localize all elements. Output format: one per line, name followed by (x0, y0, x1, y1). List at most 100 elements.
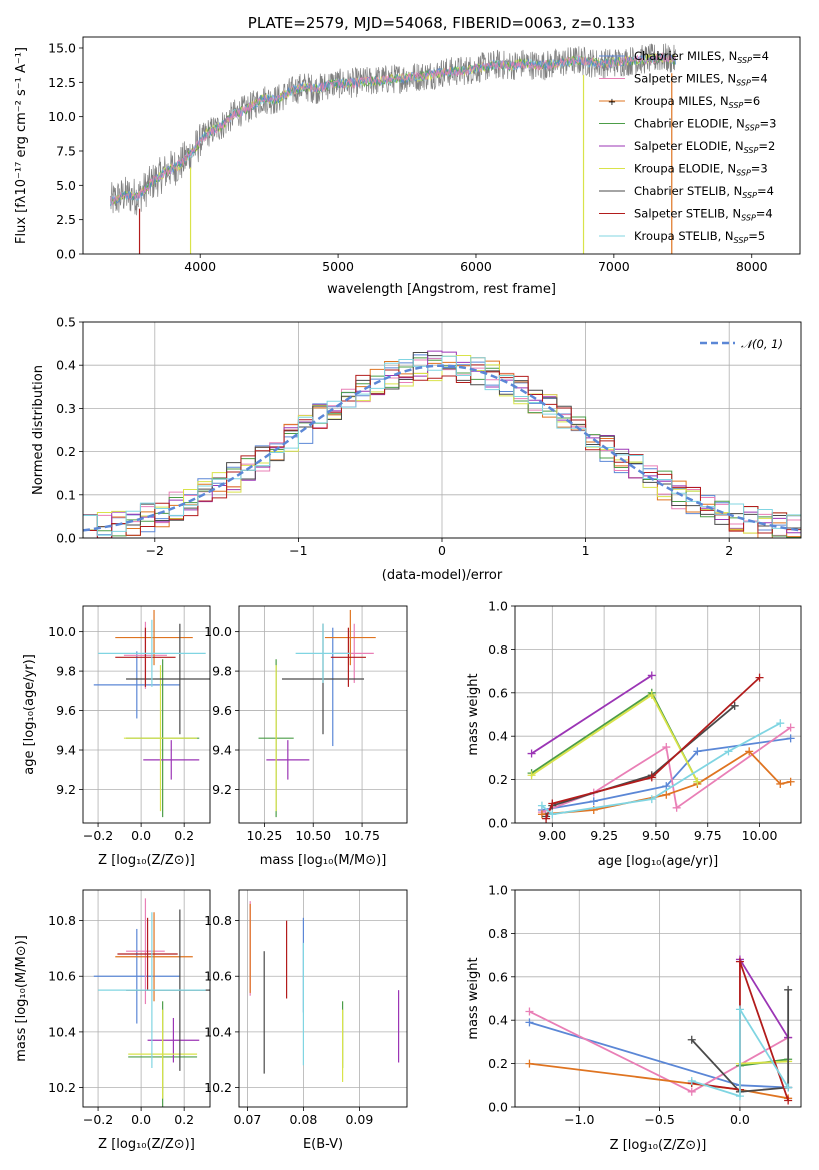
data-point (735, 1092, 744, 1101)
y-tick-label: 5.0 (56, 178, 76, 193)
data-point (687, 1076, 696, 1085)
errorbar-kroupa-elodie (128, 1009, 198, 1099)
data-point (662, 790, 671, 799)
mass-vs-ebv-panel: 0.07 0.08 0.09 10.2 10.4 10.6 10.8 E(B-V) (204, 889, 408, 1152)
y-tick-label: 9.8 (56, 664, 76, 679)
legend-label: Kroupa STELIB, NSSP=5 (634, 229, 765, 245)
series-line-kroupa-elodie (739, 1060, 789, 1065)
y-tick-label: 0.0 (488, 1100, 508, 1115)
y-tick-label: 0.8 (488, 926, 508, 941)
x-tick-label: 6000 (460, 259, 492, 274)
data-point (786, 777, 795, 786)
weight-vs-age-lines (527, 671, 795, 823)
x-axis-label: (data-model)/error (382, 568, 503, 583)
legend-label: Salpeter ELODIE, NSSP=2 (634, 139, 775, 155)
data-point (537, 810, 546, 819)
y-tick-label: 9.4 (212, 743, 232, 758)
x-tick-label: 0.2 (174, 828, 194, 843)
errorbar-kroupa-stelib (295, 623, 351, 683)
data-point (786, 734, 795, 743)
y-tick-label: 9.6 (56, 703, 76, 718)
x-axis-label: Z [log₁₀(Z/Z⊙)] (98, 853, 195, 868)
x-tick-label: −0.5 (644, 1112, 674, 1127)
y-tick-label: 10.8 (48, 913, 76, 928)
y-tick-label: 0.6 (488, 969, 508, 984)
errorbar-salpeter-elodie (266, 740, 310, 780)
y-tick-label: 10.0 (48, 109, 76, 124)
x-tick-label: −0.2 (83, 828, 113, 843)
data-point (662, 782, 671, 791)
y-tick-label: 1.0 (488, 599, 508, 614)
series-line-kroupa-stelib (691, 1006, 789, 1098)
y-tick-label: 0.0 (56, 531, 76, 546)
legend-label: Chabrier ELODIE, NSSP=3 (634, 117, 776, 133)
spectrum-legend: Chabrier MILES, NSSP=4 Salpeter MILES, NS… (599, 49, 776, 245)
x-axis-label: mass [log₁₀(M/M⊙)] (260, 853, 387, 868)
data-point (525, 1059, 534, 1068)
data-point (662, 743, 671, 752)
x-tick-label: −0.2 (83, 1112, 113, 1127)
x-tick-label: 10.25 (246, 828, 282, 843)
data-point (525, 1007, 534, 1016)
y-tick-label: 0.2 (56, 444, 76, 459)
x-axis-label: Z [log₁₀(Z/Z⊙)] (98, 1137, 195, 1152)
x-tick-label: 10.00 (742, 828, 778, 843)
legend-label: 𝒩(0, 1) (741, 337, 783, 351)
axes-frame (238, 605, 408, 824)
x-axis-label: wavelength [Angstrom, rest frame] (327, 282, 556, 297)
data-point (647, 773, 656, 782)
y-tick-label: 2.5 (56, 212, 76, 227)
data-point (693, 777, 702, 786)
x-tick-label: 0 (438, 543, 446, 558)
series-line-chabrier-miles (529, 1021, 789, 1089)
mass-vs-ebv-errorbars (249, 901, 400, 1082)
x-tick-label: 8000 (736, 259, 768, 274)
y-tick-label: 9.8 (212, 664, 232, 679)
data-point (784, 1083, 793, 1092)
y-tick-label: 0.2 (488, 1056, 508, 1071)
y-tick-label: 10.0 (48, 624, 76, 639)
errorbar-chabrier-miles (93, 651, 180, 719)
data-point (755, 673, 764, 682)
x-tick-label: 9.50 (642, 828, 670, 843)
residuals-panel: −2 −1 0 1 2 0.0 0.1 0.2 0.3 0.4 0.5 (data-model)/er… (31, 315, 802, 583)
y-axis-label: mass [log₁₀(M/M⊙)] (14, 935, 29, 1062)
series-line-kroupa-miles (529, 1062, 789, 1100)
errorbar-salpeter-miles (126, 898, 165, 1005)
axes-frame (514, 889, 802, 1108)
errorbar-salpeter-stelib (117, 917, 178, 991)
data-point (589, 797, 598, 806)
y-tick-label: 0.4 (488, 729, 508, 744)
x-tick-label: −1.0 (564, 1112, 594, 1127)
errorbar-kroupa-miles (115, 912, 193, 1002)
data-point (647, 795, 656, 804)
model-spectrum-line (110, 52, 677, 206)
age-vs-mass-panel: 10.25 10.50 10.75 9.2 9.4 9.6 9.8 10.0 mass [log… (204, 605, 408, 868)
y-tick-label: 0.5 (56, 315, 76, 330)
y-tick-label: 9.2 (56, 782, 76, 797)
y-axis-label: mass weight (466, 673, 481, 755)
histogram-kroupa-stelib (83, 355, 801, 536)
x-tick-label: 10.50 (295, 828, 331, 843)
y-tick-label: 0.4 (488, 1013, 508, 1028)
y-tick-label: 10.4 (48, 1024, 76, 1039)
observed-spectrum-line (110, 43, 676, 216)
data-point (784, 985, 793, 994)
weight-vs-Z-panel: −1.0 −0.5 0.0 0.0 0.2 0.4 0.6 0.8 1.0 Z [log₁₀(Z/… (466, 883, 802, 1153)
x-tick-label: 0.08 (289, 1112, 317, 1127)
x-tick-label: 4000 (184, 259, 216, 274)
legend-label: Chabrier MILES, NSSP=4 (634, 49, 769, 65)
errorbar-chabrier-stelib (126, 623, 210, 735)
data-point (724, 747, 733, 756)
errorbar-kroupa-stelib (98, 619, 206, 687)
y-tick-label: 10.2 (48, 1080, 76, 1095)
y-axis-label: Flux [fλ10⁻¹⁷ erg cm⁻² s⁻¹ A⁻¹] (14, 47, 29, 244)
spectrum-panel: 4000 5000 6000 7000 8000 0.0 2.5 5.0 7.5 10.0 12.5… (14, 14, 801, 297)
y-tick-label: 0.4 (56, 358, 76, 373)
x-axis-label: Z [log₁₀(Z/Z⊙)] (610, 1138, 707, 1153)
errorbar-kroupa-elodie (123, 665, 198, 812)
y-tick-label: 15.0 (48, 40, 76, 55)
figure-title: PLATE=2579, MJD=54068, FIBERID=0063, z=0… (248, 14, 635, 32)
weight-vs-age-panel: 9.00 9.25 9.50 9.75 10.00 0.0 0.2 0.4 0.6 0.8 1.0 a… (466, 599, 802, 869)
